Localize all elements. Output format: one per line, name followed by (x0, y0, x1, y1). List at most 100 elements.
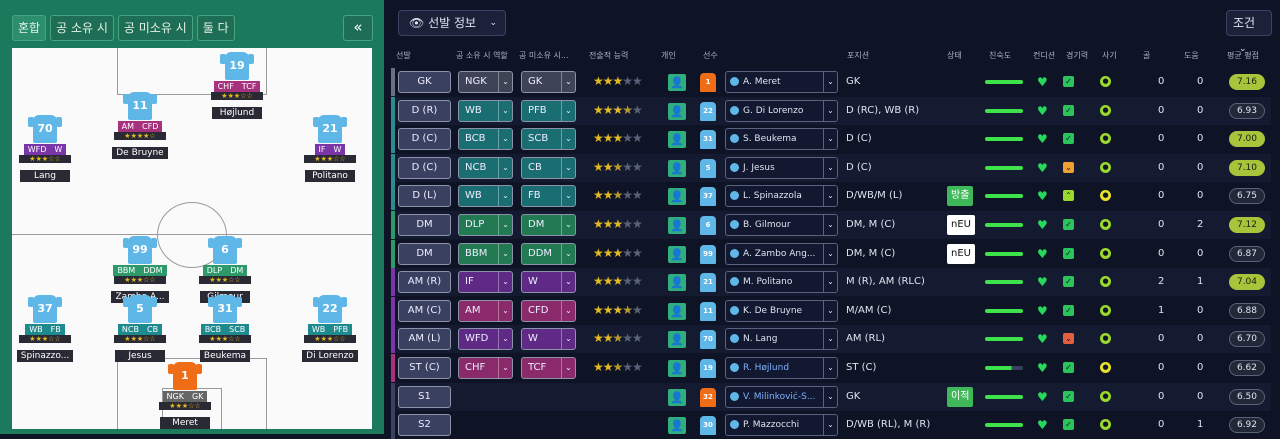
slot-select[interactable]: AM (C) (398, 299, 451, 322)
player-select[interactable]: S. Beukema ⌄ (725, 128, 838, 151)
out-possession-role-select[interactable]: DDM ⌄ (521, 242, 576, 265)
slot-select[interactable]: D (C) (398, 128, 451, 151)
individual-instructions-button[interactable]: 👤 (668, 102, 686, 120)
pitch-player[interactable]: 11 AM CFD ★★★★☆ De Bruyne (105, 92, 175, 159)
out-possession-role-select[interactable]: W ⌄ (521, 271, 576, 294)
slot-select[interactable]: AM (R) (398, 271, 451, 294)
out-possession-role-select[interactable]: CB ⌄ (521, 156, 576, 179)
out-possession-role-select[interactable]: SCB ⌄ (521, 128, 576, 151)
pitch-player[interactable]: 37 WB FB ★★★☆☆ Spinazzo... (10, 295, 80, 362)
column-header[interactable]: 선발 (396, 51, 411, 60)
in-possession-role-select[interactable]: BCB ⌄ (458, 128, 513, 151)
in-possession-role-select[interactable]: CHF ⌄ (458, 357, 513, 379)
player-select[interactable]: R. Højlund ⌄ (725, 357, 838, 379)
in-possession-role-select[interactable]: WB ⌄ (458, 99, 513, 122)
individual-instructions-button[interactable]: 👤 (668, 217, 686, 234)
individual-instructions-button[interactable]: 👤 (668, 274, 686, 292)
column-header[interactable]: 골 (1143, 51, 1151, 60)
slot-select[interactable]: D (R) (398, 99, 451, 122)
table-row[interactable]: S1 👤 32 V. Milinković-S... ⌄ GK 이적 ♥ ✓ ● 0 0 6.50 (391, 382, 1271, 411)
player-select[interactable]: N. Lang ⌄ (725, 328, 838, 351)
player-select[interactable]: J. Jesus ⌄ (725, 156, 838, 179)
in-possession-role-select[interactable]: NGK ⌄ (458, 71, 513, 93)
table-row[interactable]: DM BBM ⌄ DDM ⌄ ★★★★★ 👤 99 A. Zambo Ang... ⌄ DM, M … (391, 239, 1271, 268)
tab-both[interactable]: 둘 다 (196, 15, 235, 41)
column-header[interactable]: 도움 (1184, 51, 1199, 60)
tab-mixed[interactable]: 혼합 (12, 15, 47, 41)
player-select[interactable]: L. Spinazzola ⌄ (725, 185, 838, 208)
in-possession-role-select[interactable]: AM ⌄ (458, 299, 513, 322)
column-header[interactable]: 개인 (661, 51, 676, 60)
player-select[interactable]: G. Di Lorenzo ⌄ (725, 99, 838, 122)
table-row[interactable]: AM (C) AM ⌄ CFD ⌄ ★★★★★ 👤 11 K. De Bruyne ⌄ M/AM (… (391, 296, 1271, 325)
individual-instructions-button[interactable]: 👤 (668, 360, 686, 377)
out-possession-role-select[interactable]: FB ⌄ (521, 185, 576, 208)
table-row[interactable]: D (L) WB ⌄ FB ⌄ ★★★★★ 👤 37 L. Spinazzola ⌄ D/WB/M … (391, 182, 1271, 211)
slot-select[interactable]: AM (L) (398, 328, 451, 351)
individual-instructions-button[interactable]: 👤 (668, 388, 686, 406)
view-selector[interactable]: 👁 선발 정보 ⌄ (398, 10, 506, 36)
player-select[interactable]: V. Milinković-S... ⌄ (725, 385, 838, 408)
slot-select[interactable]: D (L) (398, 185, 451, 208)
in-possession-role-select[interactable]: WFD ⌄ (458, 328, 513, 351)
player-select[interactable]: P. Mazzocchi ⌄ (725, 414, 838, 437)
out-possession-role-select[interactable]: TCF ⌄ (521, 357, 576, 379)
slot-select[interactable]: DM (398, 214, 451, 236)
pitch-player[interactable]: 1 NGK GK ★★★☆☆ Meret (150, 362, 220, 429)
individual-instructions-button[interactable]: 👤 (668, 245, 686, 263)
pitch-player[interactable]: 70 WFD W ★★★☆☆ Lang (10, 115, 80, 182)
column-header[interactable]: 경기력 (1066, 51, 1089, 60)
individual-instructions-button[interactable]: 👤 (668, 188, 686, 206)
in-possession-role-select[interactable]: WB ⌄ (458, 185, 513, 208)
column-header[interactable]: 포지션 (847, 51, 870, 60)
table-row[interactable]: AM (L) WFD ⌄ W ⌄ ★★★★★ 👤 70 N. Lang ⌄ AM (RL) ♥ ⌄ ● 0 0… (391, 325, 1271, 354)
player-select[interactable]: A. Zambo Ang... ⌄ (725, 242, 838, 265)
out-possession-role-select[interactable]: DM ⌄ (521, 214, 576, 236)
column-header[interactable]: 선수 (703, 51, 718, 60)
table-row[interactable]: ST (C) CHF ⌄ TCF ⌄ ★★★★★ 👤 19 R. Højlund ⌄ ST (C) ♥… (391, 354, 1271, 382)
individual-instructions-button[interactable]: 👤 (668, 131, 686, 149)
out-possession-role-select[interactable]: W ⌄ (521, 328, 576, 351)
player-select[interactable]: B. Gilmour ⌄ (725, 214, 838, 236)
pitch-player[interactable]: 31 BCB SCB ★★★☆☆ Beukema (190, 295, 260, 362)
pitch-player[interactable]: 21 IF W ★★★☆☆ Politano (295, 115, 365, 182)
individual-instructions-button[interactable]: 👤 (668, 159, 686, 177)
in-possession-role-select[interactable]: IF ⌄ (458, 271, 513, 294)
slot-select[interactable]: S1 (398, 385, 451, 408)
individual-instructions-button[interactable]: 👤 (668, 74, 686, 91)
column-header[interactable]: 전술적 능력 (589, 51, 629, 60)
player-select[interactable]: K. De Bruyne ⌄ (725, 299, 838, 322)
column-header[interactable]: 공 소유 시 역할 (456, 51, 508, 60)
column-header[interactable]: 사기 (1102, 51, 1117, 60)
column-header[interactable]: 친숙도 (989, 51, 1012, 60)
in-possession-role-select[interactable]: NCB ⌄ (458, 156, 513, 179)
table-row[interactable]: GK NGK ⌄ GK ⌄ ★★★★★ 👤 1 A. Meret ⌄ GK ♥ ✓ ● 0 0 7.16 (391, 68, 1271, 96)
tab-in-possession[interactable]: 공 소유 시 (50, 15, 114, 41)
slot-select[interactable]: D (C) (398, 156, 451, 179)
in-possession-role-select[interactable]: BBM ⌄ (458, 242, 513, 265)
table-row[interactable]: D (R) WB ⌄ PFB ⌄ ★★★★★ 👤 22 G. Di Lorenzo ⌄ D (RC)… (391, 96, 1271, 125)
in-possession-role-select[interactable]: DLP ⌄ (458, 214, 513, 236)
individual-instructions-button[interactable]: 👤 (668, 331, 686, 349)
table-row[interactable]: DM DLP ⌄ DM ⌄ ★★★★★ 👤 6 B. Gilmour ⌄ DM, M (C) nEU ♥… (391, 211, 1271, 239)
pitch-player[interactable]: 5 NCB CB ★★★☆☆ Jesus (105, 295, 175, 362)
column-header[interactable]: 상태 (947, 51, 962, 60)
table-row[interactable]: D (C) NCB ⌄ CB ⌄ ★★★★★ 👤 5 J. Jesus ⌄ D (C) ♥ ⌄ ● 0 0 7.… (391, 153, 1271, 182)
collapse-panel-button[interactable]: « (343, 15, 373, 41)
table-row[interactable]: AM (R) IF ⌄ W ⌄ ★★★★★ 👤 21 M. Politano ⌄ M (R), AM… (391, 268, 1271, 297)
individual-instructions-button[interactable]: 👤 (668, 417, 686, 435)
conditions-button[interactable]: 조건 ⌄ (1226, 10, 1272, 54)
out-possession-role-select[interactable]: CFD ⌄ (521, 299, 576, 322)
slot-select[interactable]: S2 (398, 414, 451, 437)
slot-select[interactable]: ST (C) (398, 357, 451, 379)
individual-instructions-button[interactable]: 👤 (668, 302, 686, 320)
out-possession-role-select[interactable]: PFB ⌄ (521, 99, 576, 122)
column-header[interactable]: 공 미소유 시... (519, 51, 569, 60)
pitch-player[interactable]: 19 CHF TCF ★★★☆☆ Højlund (202, 52, 272, 119)
player-select[interactable]: A. Meret ⌄ (725, 71, 838, 93)
slot-select[interactable]: GK (398, 71, 451, 93)
column-header[interactable]: 평균 평점 (1227, 51, 1259, 60)
tab-out-of-possession[interactable]: 공 미소유 시 (117, 15, 193, 41)
